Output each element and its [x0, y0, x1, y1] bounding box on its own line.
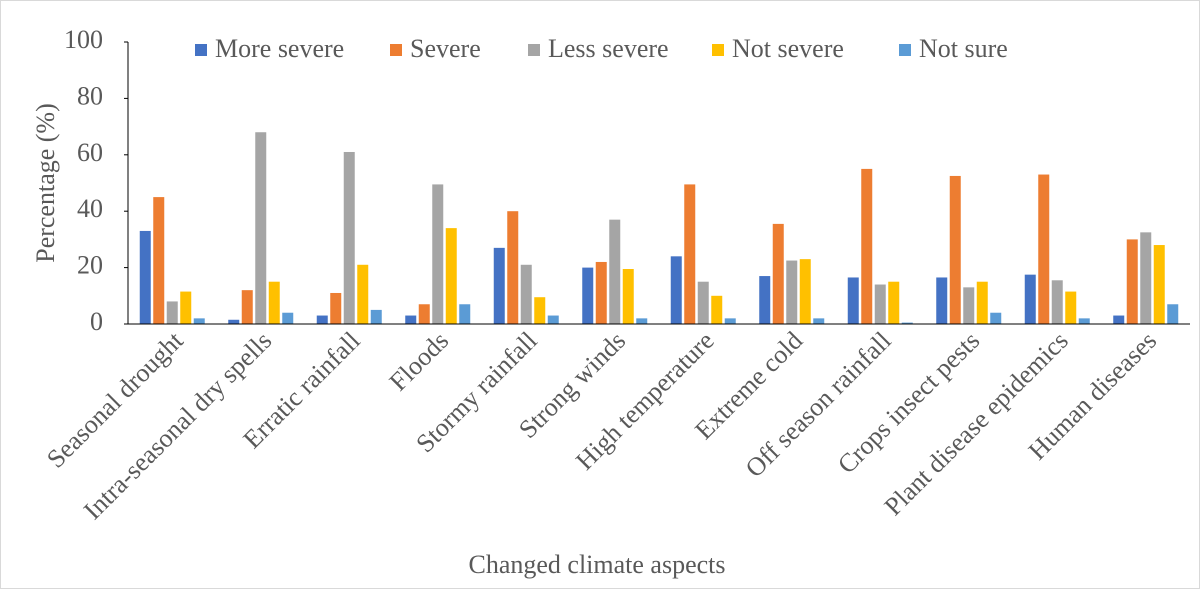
bar	[990, 312, 1002, 324]
legend-swatch	[390, 44, 402, 56]
bar	[847, 277, 859, 324]
bar	[1024, 274, 1036, 324]
bar	[193, 318, 205, 324]
bar	[901, 322, 913, 324]
bar	[432, 184, 444, 324]
bar	[582, 267, 594, 324]
bar	[813, 318, 825, 324]
bar	[861, 168, 873, 324]
x-axis-title: Changed climate aspects	[468, 550, 725, 579]
bar	[493, 247, 505, 324]
legend-swatch	[712, 44, 724, 56]
bar	[684, 184, 696, 324]
bar	[724, 318, 736, 324]
bar	[949, 175, 961, 324]
legend-label: Not sure	[919, 34, 1008, 63]
legend-label: Not severe	[732, 34, 844, 63]
bar	[547, 315, 559, 324]
legend-swatch	[528, 44, 540, 56]
bar	[1065, 291, 1077, 324]
bar	[670, 256, 682, 324]
bar	[622, 269, 634, 324]
y-tick-label: 20	[77, 251, 103, 280]
bar	[520, 264, 532, 324]
legend-label: Less severe	[548, 34, 669, 63]
bar	[1126, 239, 1138, 324]
bar	[255, 132, 267, 324]
legend-swatch	[899, 44, 911, 56]
y-tick-label: 80	[77, 81, 103, 110]
bar	[445, 228, 457, 324]
bar	[357, 264, 369, 324]
bar	[759, 276, 771, 324]
bar	[697, 281, 709, 324]
bar	[595, 261, 607, 324]
bar	[963, 287, 975, 324]
y-tick-label: 40	[77, 194, 103, 223]
y-tick-label: 60	[77, 138, 103, 167]
bar	[772, 223, 784, 324]
y-tick-label: 100	[64, 25, 103, 54]
bar	[874, 284, 886, 324]
bar	[786, 260, 798, 324]
bar	[180, 291, 192, 324]
bar	[166, 301, 178, 324]
bar	[609, 219, 621, 324]
bar	[936, 277, 948, 324]
bar	[316, 315, 328, 324]
legend-label: Severe	[410, 34, 481, 63]
legend-swatch	[195, 44, 207, 56]
bar	[1078, 318, 1090, 324]
bar	[888, 281, 900, 324]
bar	[282, 312, 294, 324]
bar	[1051, 280, 1063, 324]
bar	[507, 211, 519, 324]
bar	[534, 297, 546, 324]
bar	[418, 304, 430, 324]
y-tick-label: 0	[90, 307, 103, 336]
bar	[711, 295, 723, 324]
bar	[139, 230, 151, 324]
bar	[370, 309, 382, 324]
bar	[799, 259, 811, 324]
legend-label: More severe	[215, 34, 344, 63]
bar	[268, 281, 280, 324]
bar	[330, 292, 342, 324]
bar	[228, 319, 240, 324]
bar	[153, 197, 165, 324]
bar	[636, 318, 648, 324]
bar	[241, 290, 253, 324]
bar	[976, 281, 988, 324]
bar	[459, 304, 471, 324]
bar	[405, 315, 417, 324]
y-axis-title: Percentage (%)	[31, 103, 60, 263]
bar	[1113, 315, 1125, 324]
bar	[1038, 174, 1050, 324]
bar	[1167, 304, 1179, 324]
bar	[1153, 245, 1165, 324]
bar	[343, 151, 355, 324]
bar	[1140, 232, 1152, 324]
